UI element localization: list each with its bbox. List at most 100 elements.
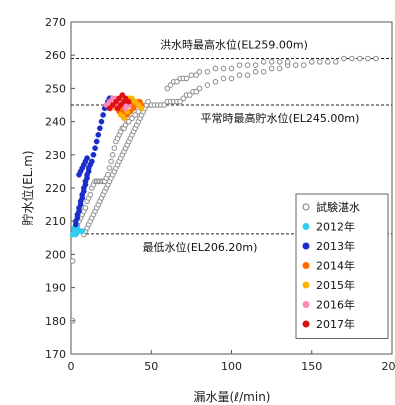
y-tick-label: 180 [45,315,66,328]
data-point [284,59,291,65]
data-point [228,65,235,72]
legend-label: 2014年 [316,259,355,273]
data-point [161,102,167,108]
data-point [316,59,323,65]
reference-line-label: 平常時最高貯水位(EL245.00m) [201,111,360,125]
legend-marker [302,320,310,328]
data-point [82,205,89,211]
data-point [357,55,363,62]
data-point [79,228,86,235]
legend-marker [302,301,310,308]
y-tick-label: 230 [45,149,66,162]
data-point [228,75,235,82]
data-point [100,112,106,118]
data-point [220,65,227,72]
y-tick-label: 270 [45,16,66,29]
data-point [98,118,105,125]
y-tick-label: 170 [45,348,66,361]
data-point [145,98,151,105]
reference-lines: 洪水時最高水位(EL259.00m) 平常時最高貯水位(EL245.00m) 最低水… [71,38,392,254]
x-tick-label: 0 [68,360,75,373]
data-point [276,65,283,72]
x-tick-label: 50 [144,360,158,373]
data-point [121,115,127,122]
x-tick-label: 100 [221,360,242,373]
data-point [193,72,199,78]
data-point [109,152,116,158]
data-point [252,62,259,68]
y-tick-label: 250 [45,82,66,95]
legend-label: 2016年 [316,298,355,312]
data-point [69,258,76,264]
data-point [276,59,283,65]
legend-box [295,193,389,339]
data-point [308,59,315,65]
data-point [108,158,114,165]
data-point [92,145,98,152]
data-point [183,75,190,82]
data-point [121,98,127,105]
data-point [132,112,138,118]
data-point [204,82,211,88]
data-points [69,55,379,324]
data-point [106,165,113,171]
data-point [220,75,227,82]
data-point [212,65,219,72]
data-point [349,55,355,62]
data-point [244,72,251,78]
data-point [129,115,135,122]
legend-marker [302,242,310,250]
data-point [193,88,199,95]
data-point [188,72,195,78]
y-tick-label: 210 [45,215,66,228]
data-point [111,145,118,151]
y-tick-label: 190 [45,282,66,295]
legend-label: 2017年 [316,317,355,331]
data-point [341,55,347,62]
data-point [164,85,171,92]
legend-label: 2013年 [316,239,355,253]
data-point [125,118,132,125]
legend-marker [302,262,310,269]
legend-marker [302,223,310,230]
x-tick-label: 150 [301,360,322,373]
data-point [333,59,339,65]
data-point [212,78,219,85]
data-point [325,59,331,65]
data-point [87,191,94,198]
data-point [292,62,299,68]
data-point [260,59,267,65]
data-point [365,55,371,62]
data-point [196,69,203,75]
data-point [244,62,251,68]
legend-label: 試験湛水 [316,200,360,214]
x-tick-label: 200 [382,360,395,373]
data-point [138,105,145,112]
data-point [89,158,95,165]
axis-ticks: 170 180 190 200 210 220 230 240 250 260 270 0 50 100 1… [45,16,395,373]
reference-line-label: 最低水位(EL206.20m) [143,240,258,254]
data-point [186,92,193,98]
y-tick-label: 220 [45,182,66,195]
legend-label: 2015年 [316,278,355,292]
legend-label: 2012年 [316,220,355,234]
data-point [97,125,103,132]
data-point [300,62,307,68]
reference-line-label: 洪水時最高水位(EL259.00m) [160,38,308,52]
data-point [204,69,211,75]
y-tick-label: 240 [45,116,66,129]
data-point [268,65,275,72]
data-point [90,151,97,158]
y-tick-label: 260 [45,49,66,62]
legend: 試験湛水 2012年 2013年 2014年 2015年 2016年 2017年 [295,193,389,339]
data-point [373,55,379,62]
data-point [177,98,183,105]
y-axis-label: 貯水位(EL.m) [20,150,35,225]
data-point [236,72,243,78]
x-axis-label: 漏水量(ℓ/min) [194,390,271,404]
data-point [167,82,174,88]
data-point [252,69,259,75]
data-point [268,59,275,65]
data-point [84,155,90,161]
